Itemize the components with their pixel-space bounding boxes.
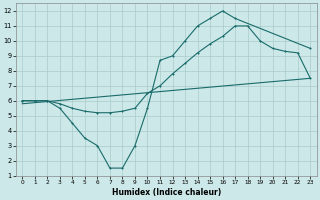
X-axis label: Humidex (Indice chaleur): Humidex (Indice chaleur) bbox=[112, 188, 221, 197]
